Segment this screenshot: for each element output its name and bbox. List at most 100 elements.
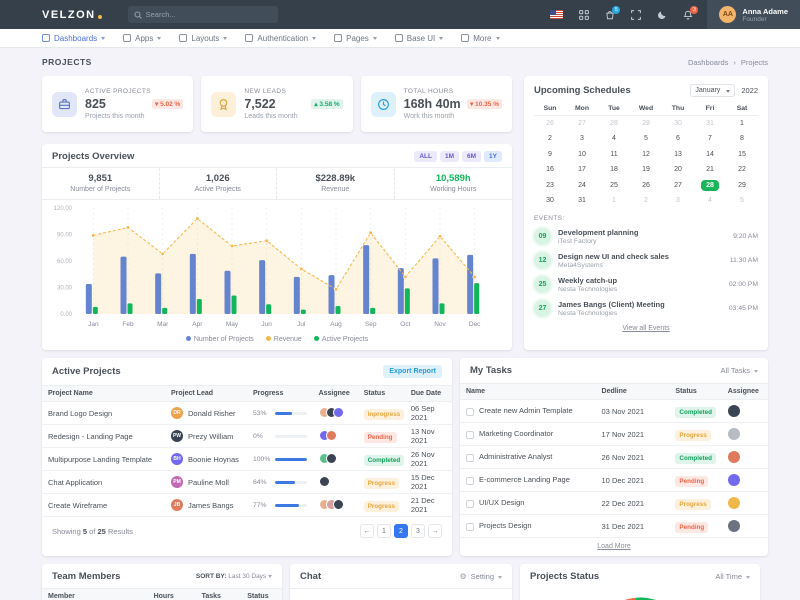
calendar-day-cell[interactable]: 29 [738,181,746,189]
pagination-page-2[interactable]: 2 [394,524,408,538]
calendar-day-cell[interactable]: 9 [548,150,552,158]
table-row[interactable]: E-commerce Landing Page 10 Dec 2021 Pendin… [460,468,768,492]
task-checkbox[interactable] [466,407,474,416]
table-row[interactable]: Create new Admin Template 03 Nov 2021 Comp… [460,399,768,423]
calendar-day-cell[interactable]: 26 [642,181,650,189]
calendar-day-cell[interactable]: 7 [708,135,712,143]
calendar-day-cell[interactable]: 3 [676,197,680,205]
range-button-1y[interactable]: 1Y [484,151,502,162]
range-button-6m[interactable]: 6M [462,151,482,162]
calendar-day-cell[interactable]: 13 [674,150,682,158]
nav-item-apps[interactable]: Apps [123,34,162,43]
view-all-events-link[interactable]: View all Events [622,324,670,332]
calendar-day-cell[interactable]: 8 [740,135,744,143]
calendar-day-cell[interactable]: 31 [578,197,586,205]
breadcrumb-dashboards[interactable]: Dashboards [687,57,729,67]
calendar-day-cell[interactable]: 22 [738,166,746,174]
search-input[interactable]: Search... [127,6,278,23]
range-button-all[interactable]: ALL [414,151,437,162]
calendar-day-cell[interactable]: 3 [580,135,584,143]
language-flag-button[interactable] [550,10,564,19]
calendar-day-cell[interactable]: 21 [706,166,714,174]
task-checkbox[interactable] [466,522,474,531]
calendar-day-cell[interactable]: 30 [674,120,682,127]
calendar-day-cell[interactable]: 30 [546,197,554,205]
calendar-day-cell[interactable]: 5 [740,197,744,205]
nav-item-layouts[interactable]: Layouts [179,34,228,43]
calendar-day-cell[interactable]: 17 [578,166,586,174]
calendar-day-cell[interactable]: 28 [694,178,726,194]
calendar-day-cell[interactable]: 15 [738,150,746,158]
dark-mode-button[interactable] [657,10,667,20]
pagination-page-1[interactable]: 1 [377,524,391,538]
table-row[interactable]: Administrative Analyst 26 Nov 2021 Complet… [460,445,768,469]
table-row[interactable]: Brand Logo Design DR Donald Risher 53% Inpro… [42,401,452,425]
fullscreen-button[interactable] [631,9,642,20]
calendar-day-cell[interactable]: 11 [610,150,618,158]
month-select[interactable]: January [690,84,736,97]
team-sort-dropdown[interactable]: SORT BY: Last 30 Days [196,573,272,580]
calendar-day-cell[interactable]: 2 [644,197,648,205]
calendar-day-cell[interactable]: 10 [578,150,586,158]
notifications-button[interactable]: 3 [683,5,699,20]
table-row[interactable]: UI/UX Design 22 Dec 2021 Progress [460,491,768,515]
table-row[interactable]: Create Wireframe JB James Bangs 77% Progress… [42,493,452,517]
nav-item-more[interactable]: More [461,34,500,43]
pagination-prev-button[interactable]: ← [360,524,374,538]
calendar-day-cell[interactable]: 28 [610,120,618,127]
calendar-day-cell[interactable]: 23 [546,181,554,189]
cart-button[interactable]: 5 [605,5,621,20]
event-item[interactable]: 12 Design new UI and check sales Meta4Syst… [534,249,758,273]
user-menu[interactable]: AA Anna Adame Founder [707,0,800,29]
calendar-day-cell[interactable]: 18 [610,166,618,174]
nav-item-base-ui[interactable]: Base UI [394,34,444,43]
event-item[interactable]: 25 Weekly catch-up Nesta Technologies 02:00… [534,273,758,297]
apps-icon [123,34,132,42]
task-checkbox[interactable] [466,430,474,439]
tasks-filter-dropdown[interactable]: All Tasks [721,366,758,375]
event-item[interactable]: 09 Development planning iTest Factory 9:20 … [534,225,758,249]
calendar-day-cell[interactable]: 27 [578,120,586,127]
chat-settings-dropdown[interactable]: ⚙ Setting [459,572,502,581]
nav-item-dashboards[interactable]: Dashboards [42,34,106,43]
load-more-link[interactable]: Load More [597,543,631,550]
calendar-day-cell[interactable]: 1 [612,197,616,205]
pagination-page-3[interactable]: 3 [411,524,425,538]
calendar-day-cell[interactable]: 4 [708,197,712,205]
calendar-day-cell[interactable]: 25 [610,181,618,189]
calendar-day-cell[interactable]: 27 [674,181,682,189]
nav-item-authentication[interactable]: Authentication [245,34,317,43]
calendar-day-cell[interactable]: 31 [706,120,714,127]
status-filter-dropdown[interactable]: All Time [715,572,750,581]
calendar-day-cell[interactable]: 29 [642,120,650,127]
table-row[interactable]: Projects Design 31 Dec 2021 Pending [460,514,768,538]
app-logo[interactable]: VELZON [42,9,102,21]
calendar-day-cell[interactable]: 12 [642,150,650,158]
calendar-day-cell[interactable]: 24 [578,181,586,189]
table-row[interactable]: Redesign - Landing Page PW Prezy William 0%… [42,424,452,448]
task-checkbox[interactable] [466,499,474,508]
pagination-next-button[interactable]: → [428,524,442,538]
projects-overview-chart: 0.00 30.00 60.00 90.00 120.00 Jan Feb Mar Apr May… [42,200,512,335]
task-checkbox[interactable] [466,453,474,462]
calendar-day-cell[interactable]: 6 [676,135,680,143]
task-checkbox[interactable] [466,476,474,485]
calendar-day-cell[interactable]: 19 [642,166,650,174]
calendar-day-cell[interactable]: 26 [546,120,554,127]
calendar-day-cell[interactable]: 20 [674,166,682,174]
calendar-day-cell[interactable]: 1 [740,120,744,127]
calendar-day-cell[interactable]: 2 [548,135,552,143]
apps-grid-button[interactable] [579,9,590,20]
range-button-1m[interactable]: 1M [439,151,460,162]
calendar-day-cell[interactable]: 4 [612,135,616,143]
table-row[interactable]: Multipurpose Landing Template BH Boonie Ho… [42,447,452,471]
table-row[interactable]: Marketing Coordinator 17 Nov 2021 Progress [460,422,768,446]
calendar-day-cell[interactable]: 16 [546,166,554,174]
calendar-day-cell[interactable]: 14 [706,150,714,158]
nav-item-pages[interactable]: Pages [334,34,377,43]
export-report-button[interactable]: Export Report [383,365,442,378]
task-deadline: 10 Dec 2021 [595,468,670,492]
event-item[interactable]: 27 James Bangs (Client) Meeting Nesta Tech… [534,297,758,321]
table-row[interactable]: Chat Application PM Pauline Moll 64% Progres… [42,470,452,494]
calendar-day-cell[interactable]: 5 [644,135,648,143]
